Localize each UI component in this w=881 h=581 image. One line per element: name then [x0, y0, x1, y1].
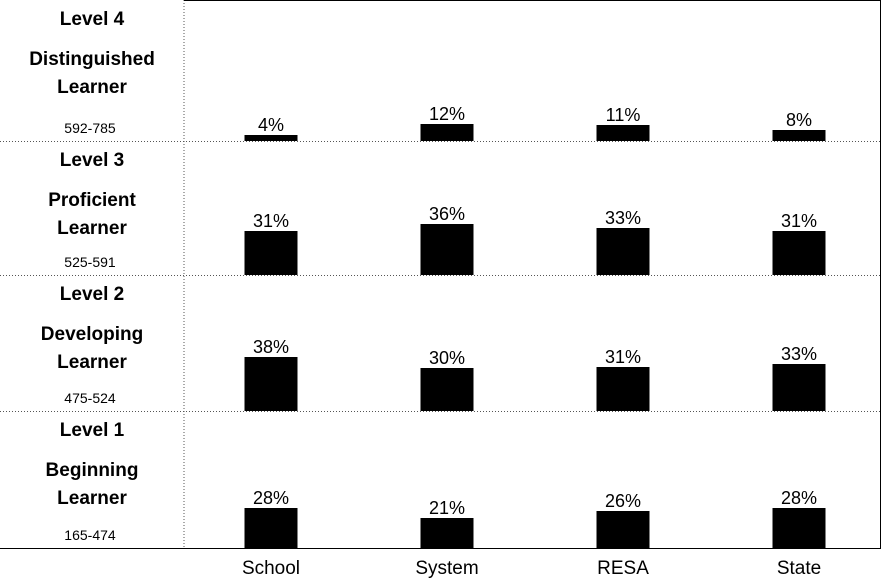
- value-label: 28%: [781, 488, 817, 508]
- bar-state: [772, 231, 826, 275]
- level-title-line: Level 1: [60, 420, 125, 441]
- bar-resa: [596, 125, 650, 141]
- bar-state: [772, 508, 826, 548]
- level-title-line: Learner: [57, 77, 127, 98]
- score-range: 165-474: [64, 527, 116, 543]
- bar-school: [244, 135, 298, 141]
- level-title-line: Level 4: [60, 9, 125, 30]
- value-label: 28%: [253, 488, 289, 508]
- level-title-line: Beginning: [46, 460, 139, 481]
- category-labels: School System RESA State: [242, 558, 821, 579]
- value-label: 31%: [781, 211, 817, 231]
- bar-school: [244, 357, 298, 411]
- level-title-line: Learner: [57, 218, 127, 239]
- value-label: 21%: [429, 498, 465, 518]
- score-range: 525-591: [64, 254, 116, 270]
- value-label: 11%: [606, 105, 641, 125]
- score-range: 475-524: [64, 390, 116, 406]
- value-label: 31%: [605, 347, 641, 367]
- level-title-line: Level 2: [60, 284, 124, 305]
- category-label-resa: RESA: [597, 558, 649, 579]
- level-title-line: Developing: [41, 324, 143, 345]
- value-label: 26%: [605, 491, 641, 511]
- score-range: 592-785: [64, 120, 116, 136]
- bar-school: [244, 508, 298, 548]
- value-label: 36%: [429, 204, 465, 224]
- value-label: 31%: [253, 211, 289, 231]
- bar-system: [420, 224, 474, 275]
- level-title-line: Level 3: [60, 150, 124, 171]
- value-label: 33%: [605, 208, 641, 228]
- value-label: 4%: [258, 115, 284, 135]
- level-title-line: Learner: [57, 488, 127, 509]
- level-rows: Level 4 Distinguished Learner 592-785 Level …: [0, 9, 880, 543]
- category-label-system: System: [415, 558, 478, 579]
- bar-school: [244, 231, 298, 275]
- bar-resa: [596, 367, 650, 411]
- value-label: 12%: [429, 104, 465, 124]
- value-label: 33%: [781, 344, 817, 364]
- value-label: 38%: [253, 337, 289, 357]
- bar-resa: [596, 511, 650, 548]
- bar-state: [772, 130, 826, 141]
- level-title-line: Learner: [57, 352, 127, 373]
- bar-system: [420, 368, 474, 411]
- level-title-line: Distinguished: [29, 49, 155, 70]
- bar-resa: [596, 228, 650, 275]
- bar-state: [772, 364, 826, 411]
- bars: 4% 12% 11% 8% 31% 36% 33% 31% 38% 30% 31% 33% 28% 21%…: [244, 104, 826, 548]
- category-label-school: School: [242, 558, 300, 579]
- value-label: 8%: [786, 110, 812, 130]
- bar-system: [420, 518, 474, 548]
- level-title-line: Proficient: [48, 190, 136, 211]
- value-label: 30%: [429, 348, 465, 368]
- category-label-state: State: [777, 558, 821, 579]
- bar-system: [420, 124, 474, 141]
